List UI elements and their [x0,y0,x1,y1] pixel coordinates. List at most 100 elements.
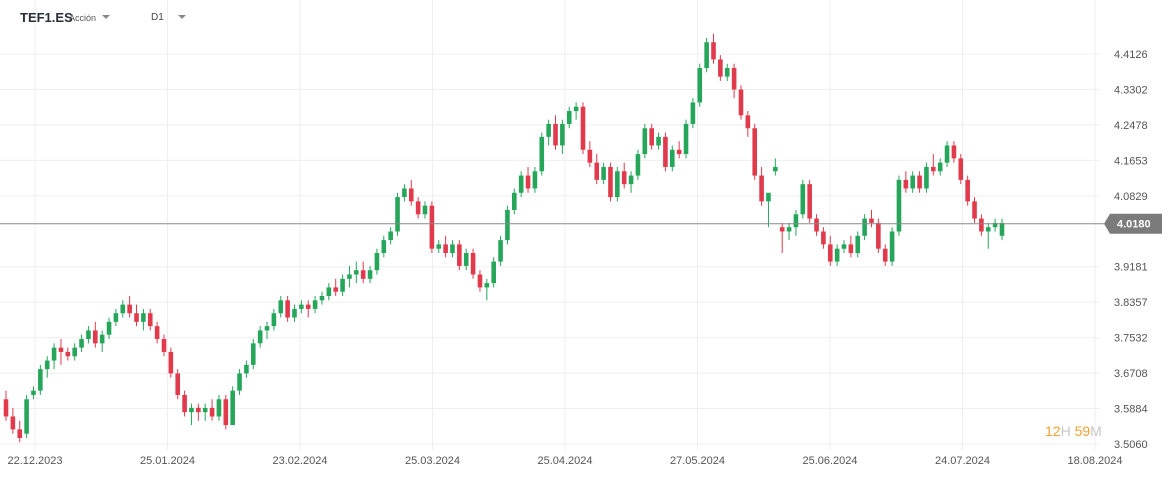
candle [120,300,126,318]
candle [642,123,648,159]
candle-body [965,179,970,202]
candle [250,339,256,370]
candle-body [319,296,325,301]
candle [402,184,407,202]
candle [354,261,359,284]
candle [958,154,964,185]
symbol-dropdown-icon[interactable] [102,15,110,19]
grid [0,0,1100,450]
candle [608,162,613,202]
candle-body [38,369,43,391]
candle-body [505,209,510,241]
candle-body [773,166,778,172]
candle [560,119,565,155]
candle-body [910,175,916,189]
candle [436,240,442,254]
candle [972,197,977,223]
candle-body [656,136,661,146]
candle [457,240,462,271]
candle [347,265,352,288]
candle-body [189,407,194,413]
candle-body [450,244,455,254]
timeframe-dropdown-icon[interactable] [178,15,186,19]
candle-body [759,175,764,202]
candle [408,179,414,206]
candle [889,227,895,266]
candle [827,235,833,266]
candle [65,347,71,361]
candle [450,240,455,258]
candle [985,222,991,249]
candle [141,308,146,331]
y-tick-label: 4.3302 [1114,84,1148,96]
candle-body [834,248,840,262]
candle [86,326,91,344]
candle-body [463,253,469,266]
candle-body [718,59,723,77]
candle-body [683,123,689,155]
candle [979,214,984,236]
timeframe-label[interactable]: D1 [151,12,164,23]
candle [484,278,490,301]
candle-body [477,274,483,288]
candle [319,291,325,305]
candle-body [395,197,400,232]
last-price-tag [1104,213,1162,234]
candle [869,209,874,228]
candle [182,390,187,417]
candle [663,132,668,172]
candle [683,119,689,159]
candle [917,171,922,193]
candle-body [402,188,407,198]
candle [786,222,792,241]
candle-body [354,270,359,275]
candle [257,326,263,348]
y-tick-label: 3.9181 [1114,262,1148,274]
candle [285,296,290,322]
candle-body [814,218,819,232]
candle-body [669,149,675,167]
candle-body [594,162,600,180]
candle-body [690,102,696,124]
symbol-label[interactable]: TEF1.ES [20,10,73,25]
candle [676,141,682,159]
candle [429,201,435,254]
candle-body [766,192,771,202]
candle [539,132,545,176]
candle-body [285,300,290,318]
candle-body [882,248,888,262]
candle-body [848,244,854,254]
candle [463,248,469,271]
candle [24,394,29,438]
candle [951,141,957,163]
candle-body [951,145,957,159]
candle-body [539,136,545,172]
candle [992,218,998,232]
x-tick-label: 25.04.2024 [537,455,592,467]
candle-body [711,42,716,60]
candle [477,270,483,292]
candle [147,308,153,331]
candle-body [31,390,36,395]
candle [924,162,929,193]
candle-body [278,300,284,314]
candle [58,339,64,365]
candle [965,175,970,206]
candle [360,261,366,284]
candle-body [752,128,758,176]
candle [896,175,902,236]
candle-body [580,106,586,150]
candle [580,102,586,155]
candle [443,235,448,258]
candle-body [992,222,998,228]
candle [10,407,16,434]
candle-body [628,175,634,185]
candle [299,300,304,314]
candle [800,179,806,219]
candle-body [360,270,366,279]
candle [669,145,675,172]
countdown-minutes-unit: M [1090,423,1102,439]
countdown-hours: 12 [1045,423,1061,439]
